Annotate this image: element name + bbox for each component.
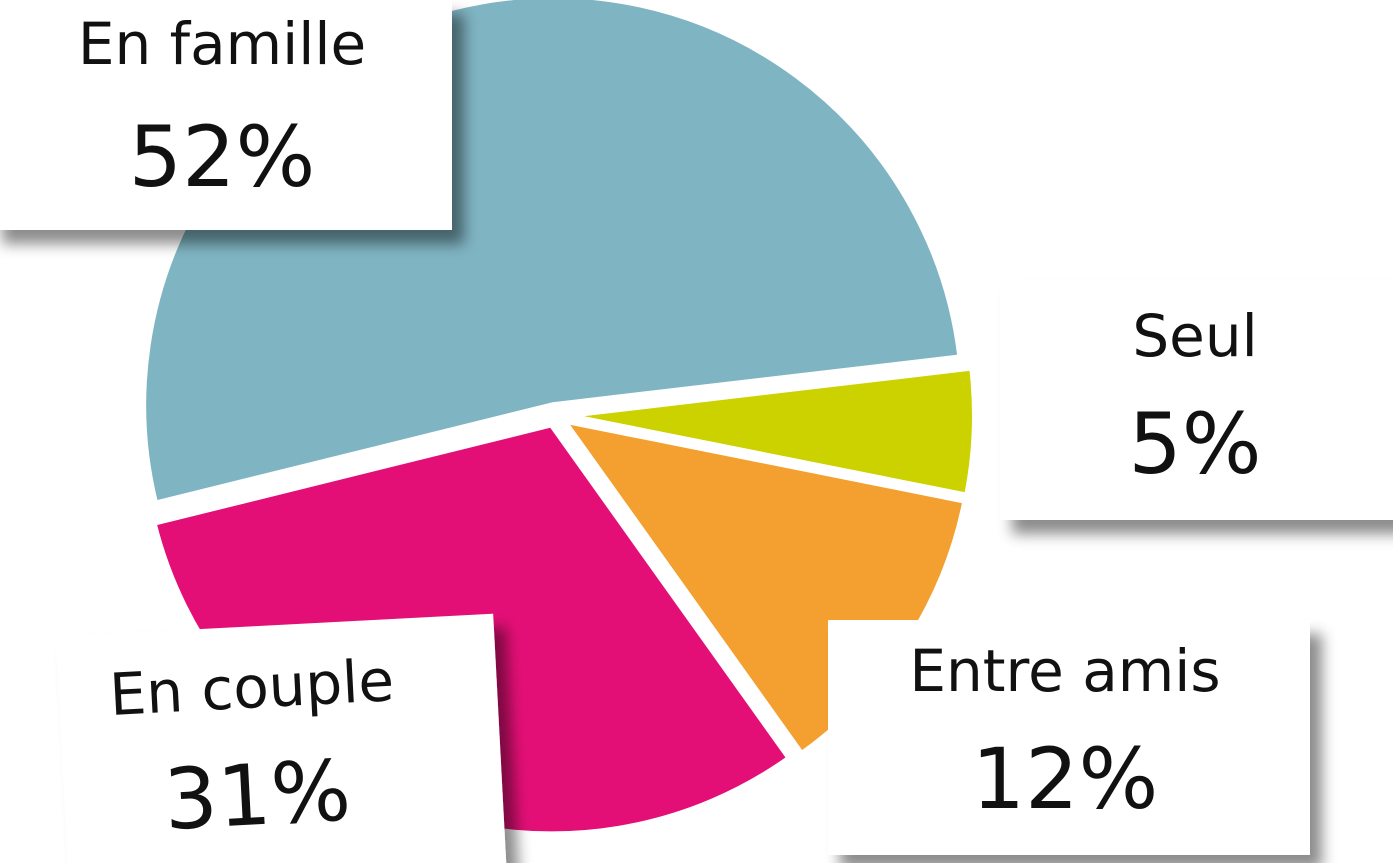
value-label: 31% [162, 741, 354, 849]
label-background [55, 613, 507, 863]
value-label: 52% [129, 108, 316, 206]
category-label: En famille [78, 10, 366, 78]
label-box: Entre amis 12% [828, 620, 1310, 855]
label-background [0, 0, 452, 230]
pie-slice [564, 364, 978, 500]
label-box: Seul 5% [1000, 280, 1393, 520]
value-label: 12% [972, 730, 1159, 828]
category-label: Seul [1132, 302, 1257, 370]
label-box: En famille 52% [0, 0, 452, 230]
label-background [828, 620, 1310, 855]
category-label: En couple [108, 646, 396, 729]
category-label: Entre amis [909, 637, 1220, 705]
label-box: En couple 31% [55, 613, 507, 863]
label-background [1000, 280, 1393, 520]
value-label: 5% [1128, 395, 1261, 493]
